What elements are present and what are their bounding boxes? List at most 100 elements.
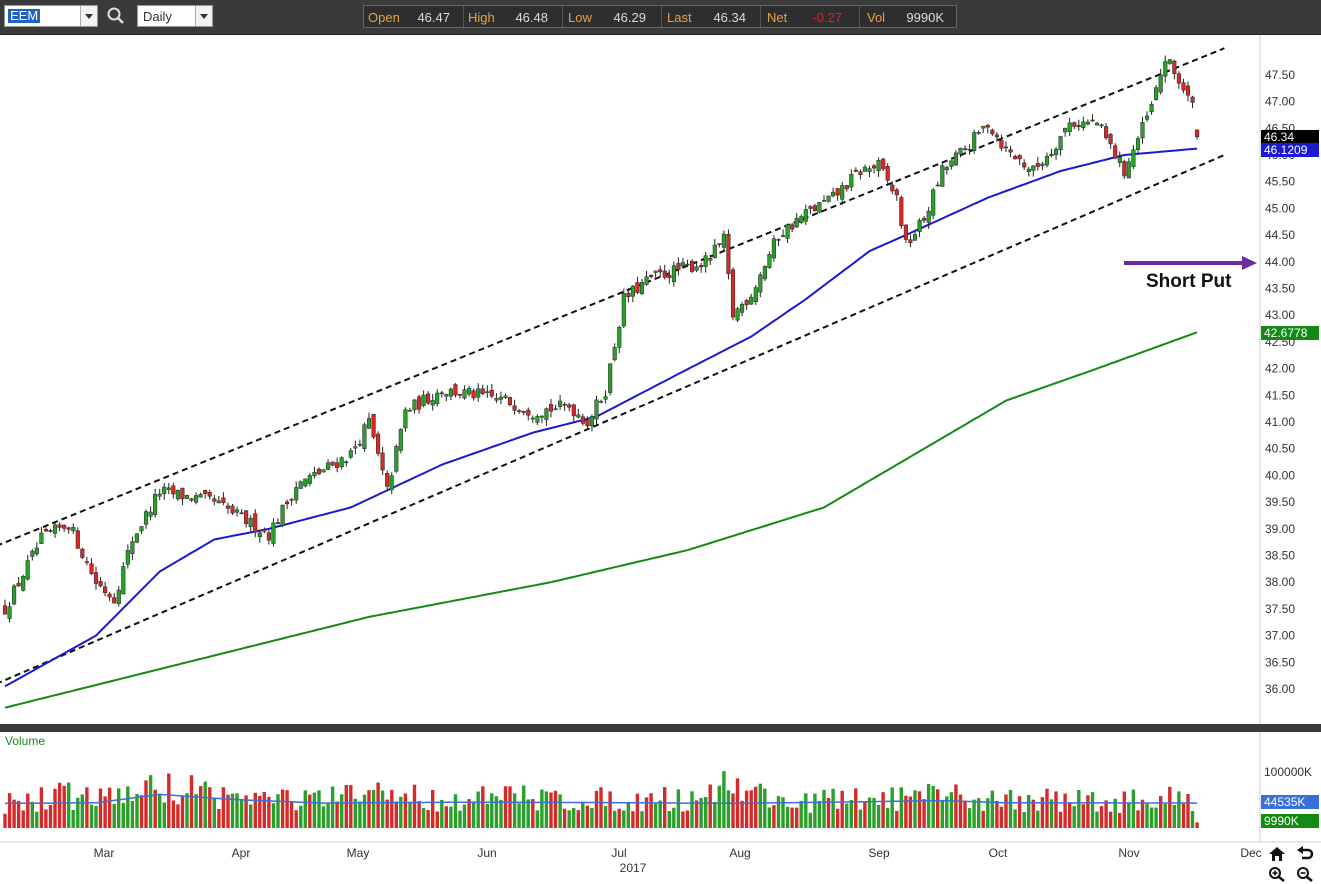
volume-bar (121, 802, 125, 828)
candle (171, 482, 176, 499)
price-tick-label: 44.50 (1265, 228, 1295, 242)
volume-bar (881, 792, 885, 828)
volume-bar (708, 784, 712, 828)
candle (71, 523, 76, 534)
candle (1044, 152, 1050, 168)
candle (134, 533, 139, 544)
candle (876, 157, 881, 177)
symbol-input[interactable]: EEM (4, 5, 98, 27)
zoom-out-icon[interactable] (1296, 866, 1314, 882)
candle (230, 504, 235, 515)
volume-bar (544, 791, 549, 828)
candle (330, 461, 335, 467)
price-tick-label: 40.50 (1265, 442, 1295, 456)
volume-bar (303, 790, 307, 828)
volume-bar (562, 808, 567, 828)
candle (344, 460, 349, 467)
volume-bar (353, 798, 357, 828)
candle (626, 287, 631, 303)
volume-bar (199, 786, 203, 828)
price-tick-label: 45.50 (1265, 175, 1295, 189)
volume-bar (1086, 795, 1090, 828)
candle (890, 181, 895, 195)
symbol-value: EEM (8, 8, 41, 23)
period-dropdown-button[interactable] (195, 6, 212, 26)
candle (553, 404, 558, 411)
candle (303, 478, 308, 488)
candle (275, 518, 281, 525)
volume-bar (57, 782, 62, 828)
volume-bar (649, 793, 653, 828)
volume-bar (62, 785, 66, 828)
candle (944, 165, 949, 175)
price-tick-label: 36.50 (1265, 655, 1295, 669)
volume-bar (1090, 792, 1095, 828)
last-price-badge: 46.34 (1261, 130, 1319, 144)
candle (262, 527, 267, 534)
volume-bar (790, 807, 794, 828)
candle (621, 288, 626, 328)
volume-bar (30, 801, 34, 828)
candle (1176, 71, 1181, 89)
volume-bar (922, 799, 926, 828)
period-select[interactable]: Daily (137, 5, 213, 27)
candle (234, 506, 240, 517)
candle (885, 163, 890, 185)
candle (285, 499, 290, 510)
volume-bar (253, 792, 257, 828)
volume-bar (85, 787, 89, 828)
candle (371, 413, 376, 440)
volume-ma-line (4, 793, 1198, 805)
price-tick-label: 39.00 (1265, 522, 1295, 536)
volume-bar (153, 789, 157, 828)
candle (558, 394, 563, 410)
volume-bar (713, 802, 717, 828)
volume-bar (1145, 803, 1149, 828)
candle (184, 494, 190, 500)
candle (307, 472, 312, 487)
volume-bar (1022, 812, 1026, 828)
search-icon[interactable] (106, 6, 126, 26)
zoom-in-icon[interactable] (1268, 866, 1286, 882)
candle (953, 150, 958, 166)
candle (125, 544, 130, 569)
candle (908, 234, 913, 248)
volume-bar (249, 804, 253, 828)
candle (421, 390, 426, 408)
candle (280, 504, 285, 528)
volume-bar (1068, 802, 1072, 828)
volume-bar (726, 790, 731, 828)
candle (143, 509, 149, 529)
home-icon[interactable] (1268, 846, 1286, 862)
candle (526, 407, 531, 421)
candle (321, 469, 326, 473)
panel-separator[interactable] (0, 724, 1321, 732)
candle (103, 581, 108, 597)
candle (1026, 166, 1031, 177)
undo-icon[interactable] (1296, 846, 1314, 862)
volume-bar (854, 788, 858, 828)
symbol-dropdown-button[interactable] (80, 6, 97, 26)
candle (758, 272, 763, 298)
volume-bar (872, 797, 876, 828)
volume-bar (936, 789, 940, 828)
candle (530, 415, 535, 424)
volume-bar (845, 803, 849, 828)
candle (567, 402, 572, 412)
volume-bar (599, 787, 603, 828)
volume-bar (926, 783, 931, 828)
candle (253, 509, 258, 538)
volume-bar (917, 791, 922, 828)
volume-bar (608, 791, 612, 828)
candle (107, 592, 112, 602)
ma-long-line (4, 331, 1198, 709)
volume-bar (908, 796, 913, 828)
volume-bar (176, 804, 180, 828)
volume-bar (1008, 789, 1013, 828)
volume-bar (840, 790, 844, 828)
candle (435, 389, 440, 407)
volume-bar (139, 795, 144, 828)
volume-bar (581, 801, 585, 828)
quote-high-value: 46.48 (515, 10, 548, 25)
